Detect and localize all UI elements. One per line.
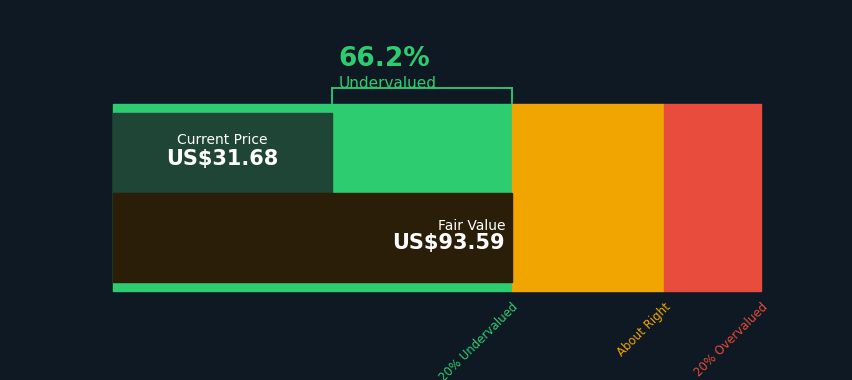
Text: Undervalued: Undervalued [338, 76, 436, 91]
Text: 20% Overvalued: 20% Overvalued [691, 300, 769, 379]
Text: 66.2%: 66.2% [338, 46, 430, 72]
Text: US$93.59: US$93.59 [392, 233, 504, 253]
Bar [663, 104, 760, 291]
Text: 20% Undervalued: 20% Undervalued [436, 300, 521, 380]
Text: Fair Value: Fair Value [437, 218, 504, 233]
Bar [511, 104, 663, 291]
Bar [113, 104, 511, 291]
Text: Current Price: Current Price [177, 133, 268, 147]
Bar [113, 193, 511, 282]
Bar [113, 114, 331, 193]
Text: About Right: About Right [613, 300, 672, 359]
Text: US$31.68: US$31.68 [166, 149, 279, 169]
